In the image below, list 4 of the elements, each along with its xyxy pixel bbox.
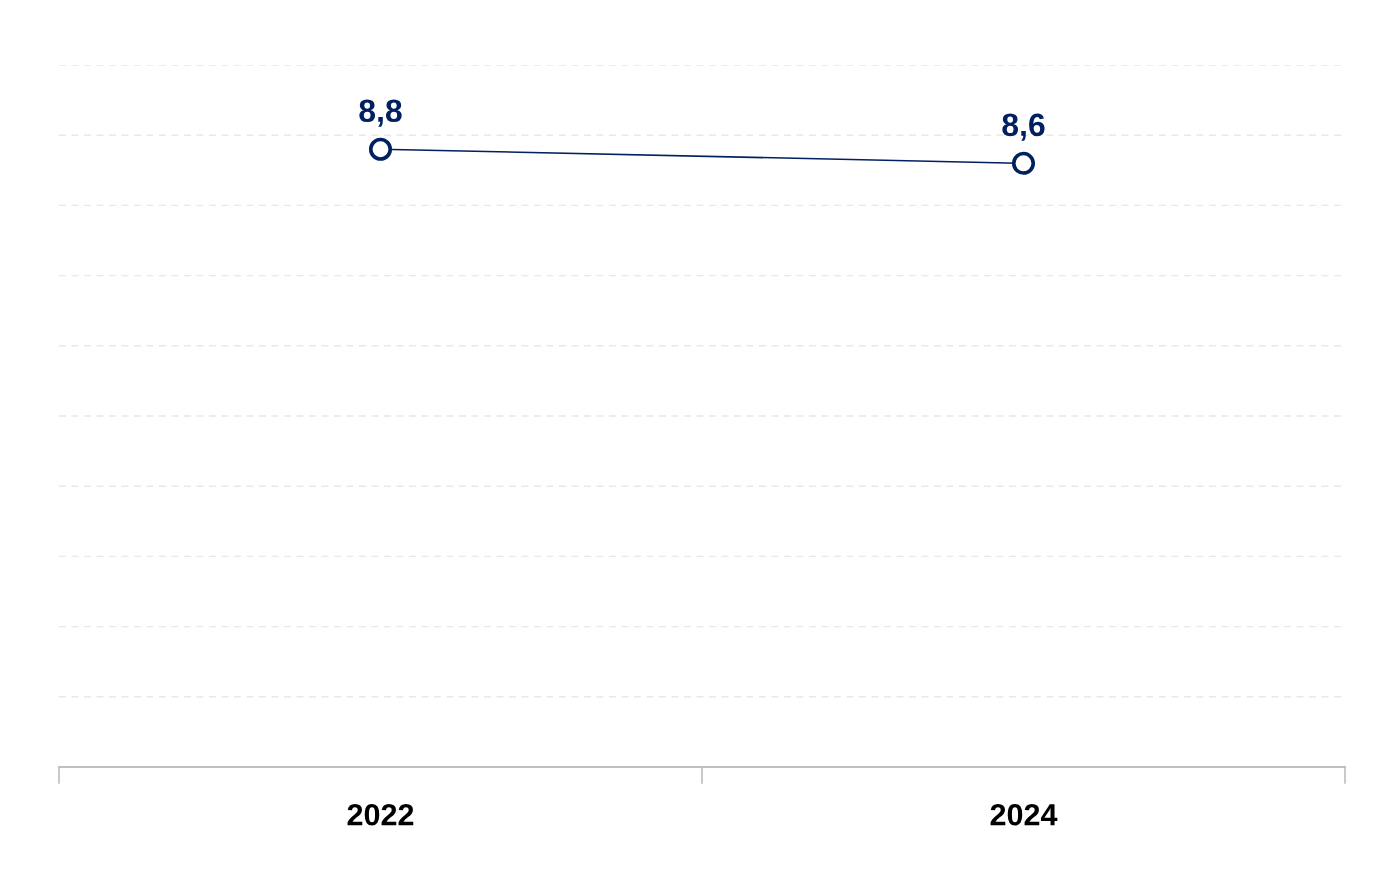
x-tick-label: 2024 [990, 803, 1058, 826]
data-label: 8,6 [1002, 113, 1045, 141]
x-tick-label: 2022 [347, 803, 414, 826]
data-label: 8,8 [359, 99, 402, 127]
